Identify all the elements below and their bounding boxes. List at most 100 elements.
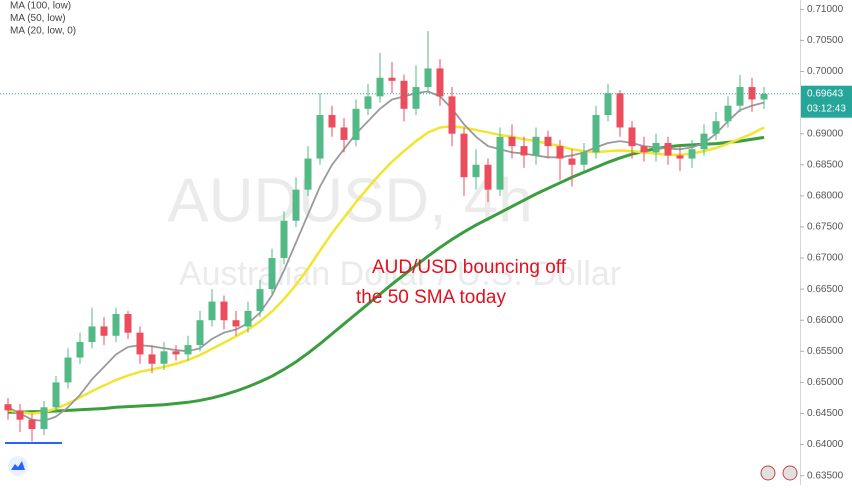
candle <box>364 83 372 116</box>
candle-body <box>424 68 432 88</box>
candle-body <box>352 108 360 140</box>
candle <box>268 248 276 296</box>
candle <box>640 136 648 162</box>
candle <box>40 401 48 436</box>
plot-area <box>0 31 800 442</box>
candle <box>748 77 756 112</box>
candle-body <box>148 354 156 364</box>
logo-icon[interactable] <box>8 456 28 476</box>
candle <box>388 62 396 94</box>
candle <box>172 345 180 361</box>
candle <box>124 310 132 339</box>
candle <box>520 136 528 168</box>
candle <box>496 127 504 196</box>
candle <box>112 307 120 342</box>
candle <box>412 65 420 116</box>
candle-body <box>712 121 720 134</box>
candle-body <box>388 77 396 81</box>
candle <box>760 87 768 109</box>
y-tick-label: 0.65000 <box>807 377 844 388</box>
candle <box>316 93 324 165</box>
logo-bg[interactable] <box>8 456 28 476</box>
candle <box>64 348 72 389</box>
candle-body <box>28 419 36 430</box>
candle-body <box>484 164 492 190</box>
candle-body <box>112 314 120 336</box>
candle <box>376 52 384 103</box>
candle-body <box>436 68 444 97</box>
candle-body <box>508 136 516 147</box>
candle-body <box>592 115 600 153</box>
candle <box>400 74 408 122</box>
candle-body <box>304 158 312 190</box>
legend-entry: MA (100, low) <box>10 1 71 12</box>
candle <box>232 310 240 336</box>
candle-body <box>556 146 564 159</box>
candle-body <box>16 410 24 420</box>
candle <box>472 149 480 190</box>
candle <box>448 87 456 147</box>
candle-body <box>664 143 672 156</box>
moving-average-line <box>7 90 765 422</box>
candle <box>592 105 600 159</box>
candle <box>280 211 288 265</box>
candle-body <box>760 93 768 100</box>
countdown-label: 03:12:43 <box>807 103 846 114</box>
y-tick-label: 0.66000 <box>807 315 844 326</box>
candle-body <box>208 301 216 321</box>
candle-body <box>196 320 204 346</box>
y-tick-label: 0.69000 <box>807 128 844 139</box>
legend-entry: MA (50, low) <box>10 13 66 24</box>
candle <box>340 118 348 153</box>
watermark: AUDUSD, 4h Australian Dollar / U.S. Doll… <box>167 166 621 293</box>
candle-body <box>220 301 228 321</box>
candle-body <box>124 314 132 333</box>
watermark-description: Australian Dollar / U.S. Dollar <box>179 255 621 293</box>
candle-body <box>160 351 168 364</box>
candle-body <box>568 158 576 165</box>
candle <box>484 158 492 203</box>
candle-body <box>232 320 240 327</box>
candle-body <box>244 310 252 327</box>
candle <box>148 345 156 374</box>
candle <box>52 376 60 414</box>
y-tick-label: 0.63500 <box>807 470 844 481</box>
candle <box>736 74 744 112</box>
candle-body <box>700 133 708 150</box>
candle <box>544 130 552 159</box>
logo-shape[interactable] <box>11 461 25 470</box>
candle <box>688 139 696 168</box>
candle-body <box>268 258 276 290</box>
candle-body <box>520 146 528 156</box>
y-tick-label: 0.68000 <box>807 191 844 202</box>
candle-body <box>580 152 588 165</box>
candle <box>616 90 624 137</box>
candle-body <box>676 155 684 159</box>
candle-body <box>688 149 696 159</box>
candle <box>196 310 204 352</box>
candle <box>16 404 24 433</box>
price-axis: 0.71000 0.70500 0.70000 0.69000 0.68500 0.680… <box>800 4 852 481</box>
candle <box>28 413 36 442</box>
candle-body <box>736 87 744 106</box>
candle <box>532 127 540 165</box>
candle <box>556 139 564 181</box>
candle-body <box>280 220 288 259</box>
candle-body <box>544 136 552 147</box>
flag-icons <box>760 465 798 481</box>
candle-body <box>256 289 264 311</box>
candle <box>244 301 252 333</box>
candle-body <box>4 404 12 411</box>
candle-body <box>328 115 336 128</box>
flag-icon <box>782 465 798 481</box>
candle <box>352 99 360 147</box>
candle-body <box>448 96 456 134</box>
candle <box>580 143 588 171</box>
candle-body <box>604 93 612 116</box>
y-tick-label: 0.65500 <box>807 346 844 357</box>
candle-body <box>616 93 624 128</box>
candle <box>676 146 684 171</box>
candle-body <box>292 189 300 221</box>
legend: MA (100, low)MA (50, low) MA (20, low, 0) <box>10 1 76 37</box>
